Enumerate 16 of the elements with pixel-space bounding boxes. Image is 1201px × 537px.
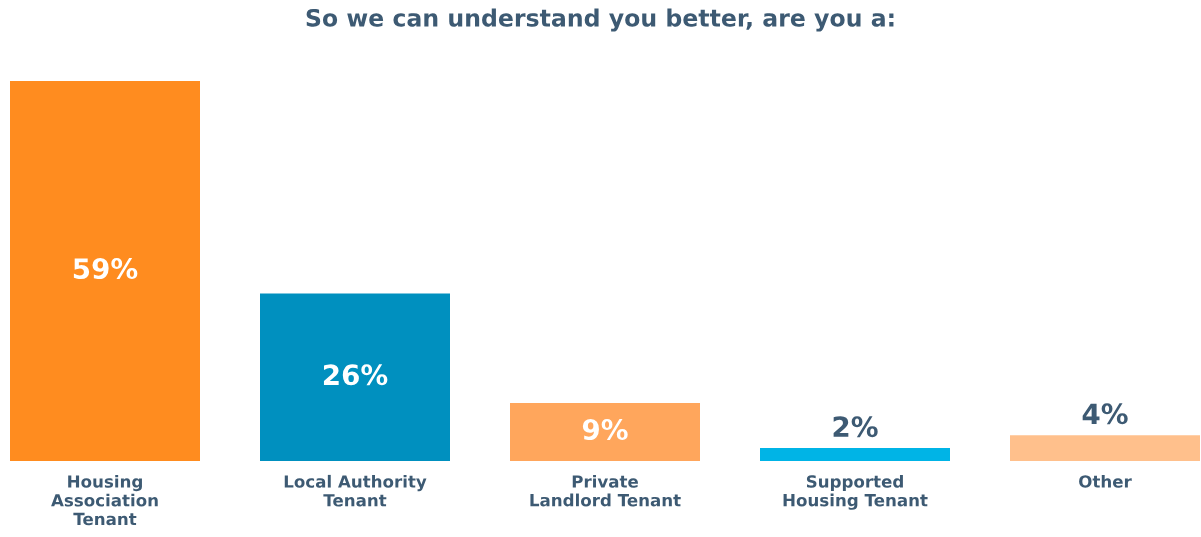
x-tick-label: Supported Housing Tenant (783, 474, 928, 510)
data-label: 4% (1082, 403, 1128, 425)
bar (760, 448, 950, 461)
chart-title: So we can understand you better, are you a: (306, 8, 894, 32)
data-label: 26% (323, 364, 388, 386)
data-label: 2% (833, 416, 878, 438)
x-tick-label: Other (1079, 474, 1132, 488)
bar (510, 403, 700, 461)
x-tick-label: Private Landlord Tenant (530, 474, 681, 507)
x-tick-label: Local Authority Tenant (284, 474, 427, 507)
x-tick-label: Housing Association Tenant (51, 474, 158, 526)
bar (1010, 435, 1200, 461)
bar (260, 293, 450, 461)
bar (10, 81, 200, 461)
data-label: 9% (582, 419, 628, 441)
data-label: 59% (73, 258, 138, 280)
